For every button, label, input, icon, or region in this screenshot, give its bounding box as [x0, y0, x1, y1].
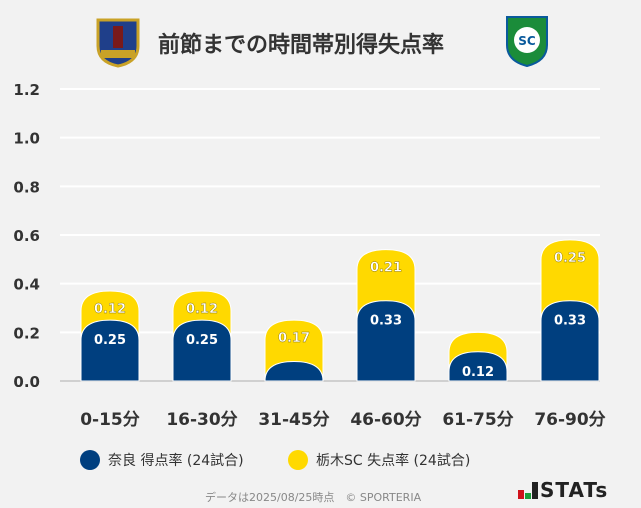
bar-segment [448, 351, 508, 382]
bar-segment [540, 300, 600, 382]
data-label: 0.12 [462, 365, 494, 380]
data-label: 0.25 [186, 333, 218, 348]
x-tick-label: 16-30分 [166, 410, 237, 430]
y-tick-label: 1.2 [13, 81, 40, 99]
y-tick-label: 0.8 [13, 178, 40, 196]
brand-text: STATs [540, 478, 609, 502]
chart-title: 前節までの時間帯別得失点率 [158, 33, 445, 58]
bar-segment [172, 319, 232, 382]
x-tick-label: 76-90分 [534, 410, 605, 430]
y-tick-label: 0.6 [13, 227, 40, 245]
svg-text:SC: SC [518, 34, 536, 48]
x-tick-label: 46-60分 [350, 410, 421, 430]
bar-segment [80, 319, 140, 382]
y-tick-label: 0.4 [13, 276, 40, 294]
legend-label: 栃木SC 失点率 (24試合) [316, 453, 471, 469]
legend-item-nara: 奈良 得点率 (24試合) [80, 450, 244, 470]
data-label: 0.21 [370, 261, 402, 276]
legend-label: 奈良 得点率 (24試合) [108, 453, 244, 469]
stats-brand: STATs [518, 478, 608, 502]
bar-segment [264, 361, 324, 382]
legend-item-tochigi: 栃木SC 失点率 (24試合) [288, 450, 470, 470]
stats-logo-icon [518, 482, 538, 499]
y-tick-label: 0.0 [13, 373, 40, 391]
tochigi-sc-logo: SC [506, 16, 548, 68]
data-label: 0.25 [94, 333, 126, 348]
chart: 0.0 0.2 0.4 0.6 0.8 1.0 1.2 0.12 0.25 0-15分 0.12 0.… [13, 81, 605, 430]
data-label: 0.25 [554, 251, 586, 266]
y-tick-label: 1.0 [13, 130, 40, 148]
bar-segment [356, 300, 416, 382]
data-label: 0.17 [278, 331, 310, 346]
nara-club-logo [96, 18, 140, 68]
x-tick-label: 61-75分 [442, 410, 513, 430]
footer-note: データは2025/08/25時点 © SPORTERIA [205, 491, 422, 504]
x-tick-label: 0-15分 [80, 410, 140, 430]
data-label: 0.33 [370, 314, 402, 329]
data-label: 0.33 [554, 314, 586, 329]
data-label: 0.12 [186, 302, 218, 317]
x-tick-label: 31-45分 [258, 410, 329, 430]
data-label: 0.12 [94, 302, 126, 317]
legend-swatch [288, 450, 308, 470]
y-tick-label: 0.2 [13, 324, 40, 342]
legend-swatch [80, 450, 100, 470]
